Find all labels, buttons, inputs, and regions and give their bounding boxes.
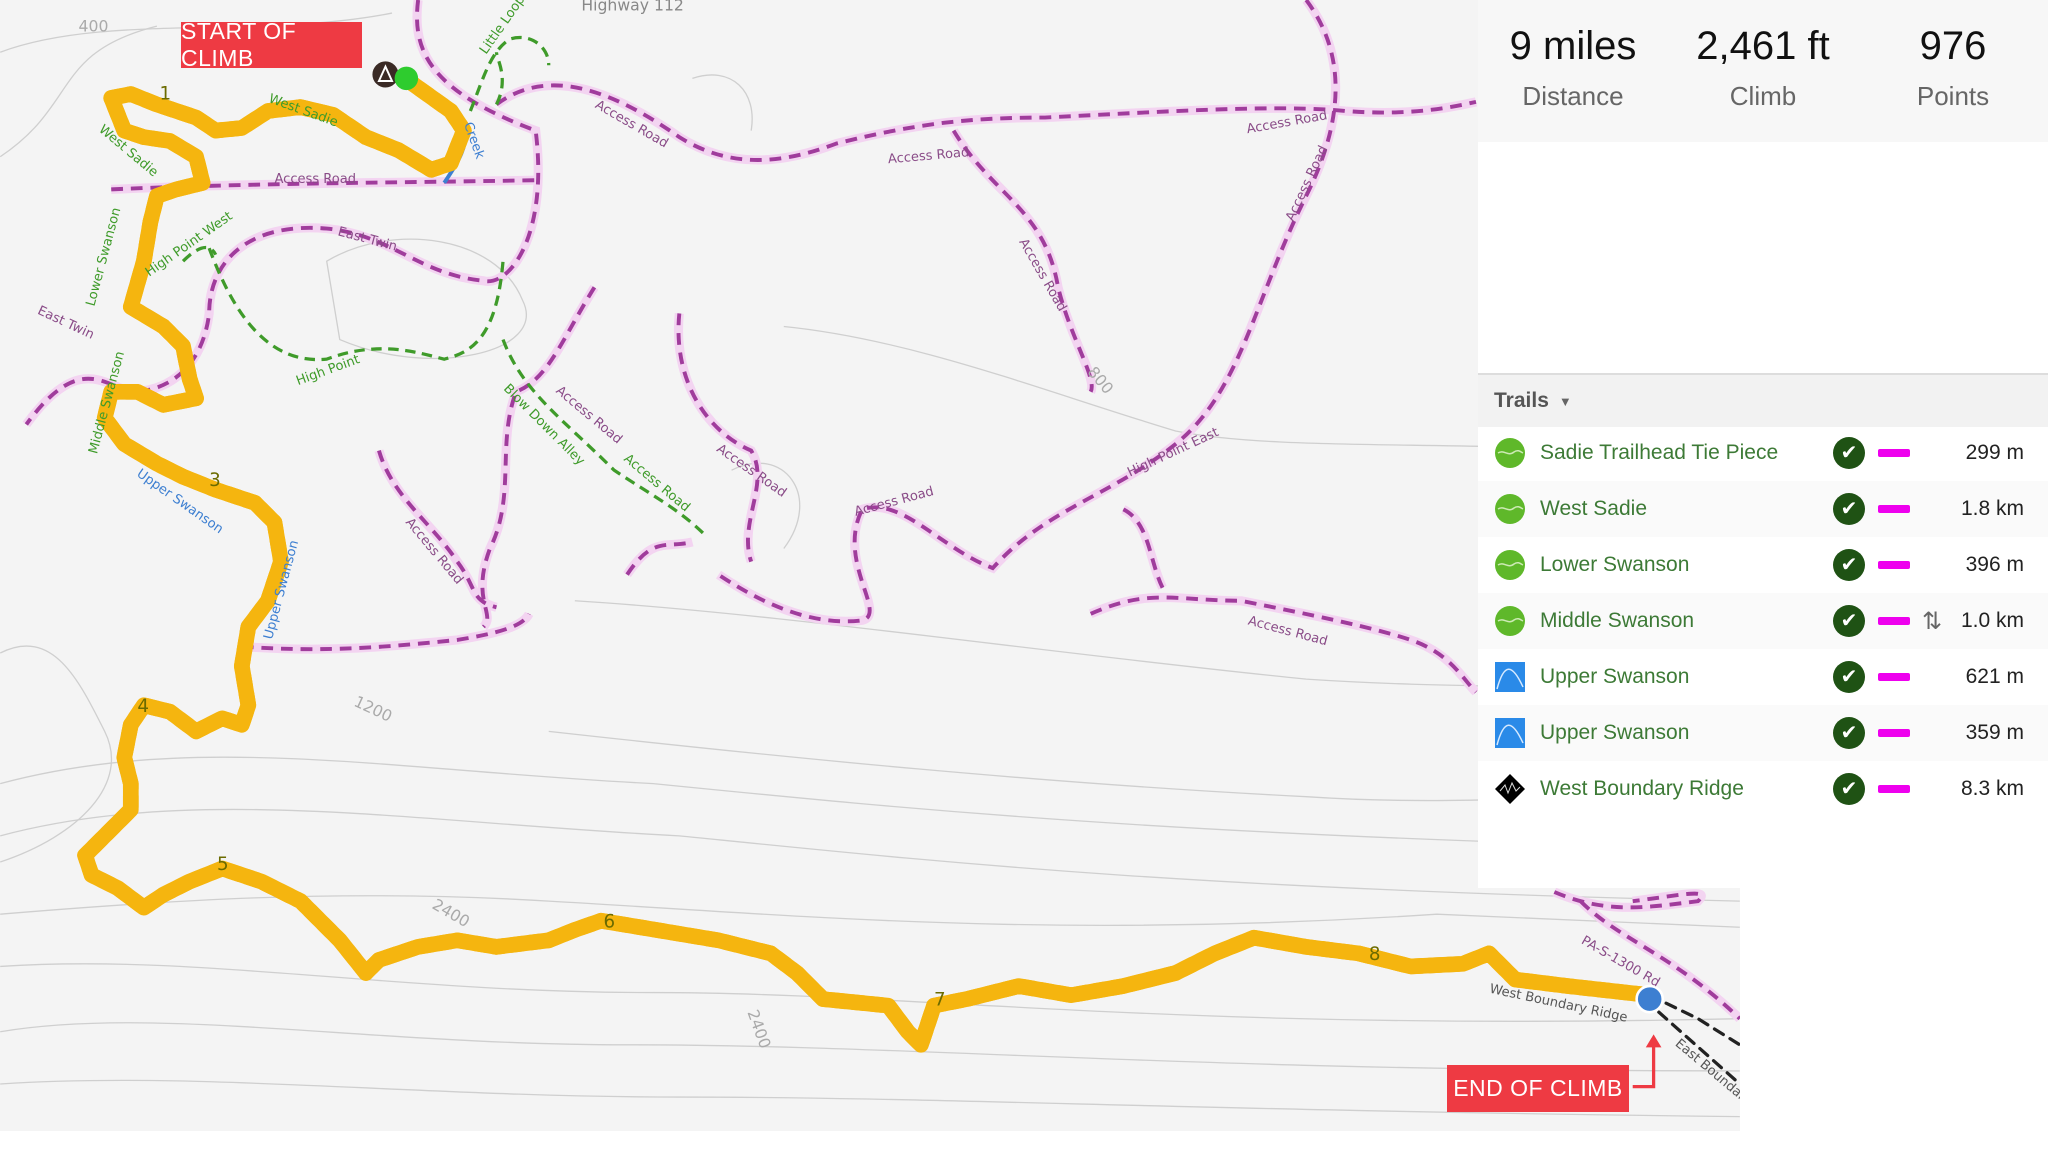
trail-length: 359 m [1965, 721, 2024, 744]
stat-points: 976 Points [1858, 0, 2048, 142]
trail-row[interactable]: Upper Swanson ✔ 621 m [1478, 649, 2048, 705]
contour-label: 2400 [429, 895, 473, 931]
black-diamond-icon [1494, 773, 1526, 805]
check-icon[interactable]: ✔ [1833, 717, 1865, 749]
trail-name[interactable]: Sadie Trailhead Tie Piece [1540, 441, 1779, 464]
mile-marker: 5 [217, 854, 229, 875]
arrow-head-icon [1645, 1034, 1662, 1048]
trailhead-icon[interactable] [372, 61, 399, 88]
trail-name[interactable]: West Boundary Ridge [1540, 777, 1744, 800]
mile-marker: 6 [604, 911, 616, 932]
map-label: Access Road [887, 145, 970, 167]
trail-color-bar [1878, 505, 1910, 513]
trail-color-bar [1878, 729, 1910, 737]
mile-marker: 4 [137, 696, 149, 717]
trail-paths [181, 35, 707, 537]
trail-color-bar [1878, 785, 1910, 793]
map-label: East Twin [35, 303, 96, 342]
trail-name[interactable]: West Sadie [1540, 497, 1647, 520]
route-stats: 9 miles Distance 2,461 ft Climb 976 Poin… [1478, 0, 2048, 142]
stat-label: Points [1916, 81, 1990, 111]
mile-markers: 1 3 4 5 6 7 8 [137, 83, 1380, 1010]
contour-labels: 400 800 1200 2400 2400 [79, 16, 1118, 1051]
trails-dropdown[interactable]: Trails ▼ [1478, 373, 2048, 427]
trail-length: 1.0 km [1960, 609, 2024, 632]
trail-length: 8.3 km [1960, 777, 2024, 800]
check-icon[interactable]: ✔ [1833, 661, 1865, 693]
trail-name[interactable]: Middle Swanson [1540, 609, 1695, 632]
check-icon[interactable]: ✔ [1833, 773, 1865, 805]
map-label: Access Road [274, 172, 356, 187]
trail-color-bar [1878, 449, 1910, 457]
blue-square-icon [1494, 661, 1526, 693]
trail-name[interactable]: Upper Swanson [1540, 721, 1690, 744]
trail-row[interactable]: Lower Swanson ✔ 396 m [1478, 537, 2048, 593]
check-icon[interactable]: ✔ [1833, 549, 1865, 581]
stat-label: Climb [1729, 81, 1797, 111]
start-point-icon[interactable] [394, 66, 419, 91]
map-label: High Point East [1125, 425, 1221, 480]
green-circle-icon [1494, 549, 1526, 581]
trail-length: 299 m [1965, 441, 2024, 464]
end-callout-arrow [1632, 1044, 1656, 1089]
trail-row[interactable]: West Boundary Ridge ✔ 8.3 km [1478, 761, 2048, 817]
map-label: Little Loop [477, 0, 528, 57]
mile-marker: 7 [934, 990, 946, 1011]
trail-row[interactable]: West Sadie ✔ 1.8 km [1478, 481, 2048, 537]
trail-row[interactable]: Upper Swanson ✔ 359 m [1478, 705, 2048, 761]
trail-row[interactable]: Sadie Trailhead Tie Piece ✔ 299 m [1478, 425, 2048, 481]
route [77, 78, 1740, 1086]
blue-square-icon [1494, 717, 1526, 749]
map-label: Highway 112 [581, 0, 684, 14]
contour-label: 400 [79, 16, 109, 35]
access-roads [26, 0, 1740, 1019]
stat-value: 2,461 ft [1696, 24, 1830, 68]
trail-length: 621 m [1965, 665, 2024, 688]
map-label: East Boundary [1672, 1036, 1740, 1109]
contour-label: 1200 [351, 692, 395, 726]
mile-marker: 1 [160, 83, 172, 104]
check-icon[interactable]: ✔ [1833, 605, 1865, 637]
end-of-climb-callout: END OF CLIMB [1447, 1065, 1629, 1112]
trail-length: 1.8 km [1960, 497, 2024, 520]
bidirectional-icon: ⇅ [1922, 607, 1943, 635]
stat-distance: 9 miles Distance [1478, 0, 1668, 142]
green-circle-icon [1494, 493, 1526, 525]
mile-marker: 3 [209, 470, 221, 491]
map-label: Access Road [1283, 143, 1331, 223]
check-icon[interactable]: ✔ [1833, 437, 1865, 469]
trail-color-bar [1878, 673, 1910, 681]
caret-down-icon: ▼ [1558, 393, 1572, 409]
trail-color-bar [1878, 561, 1910, 569]
trail-name[interactable]: Lower Swanson [1540, 553, 1690, 576]
stat-label: Distance [1522, 81, 1624, 111]
map-label: Lower Swanson [84, 206, 125, 308]
stat-climb: 2,461 ft Climb [1668, 0, 1858, 142]
contour-label: 2400 [743, 1007, 774, 1051]
route-summary-panel: 9 miles Distance 2,461 ft Climb 976 Poin… [1478, 0, 2048, 888]
trail-list: Sadie Trailhead Tie Piece ✔ 299 m West Sadi… [1478, 425, 2048, 817]
trail-length: 396 m [1965, 553, 2024, 576]
start-of-climb-callout: START OF CLIMB [181, 18, 362, 71]
green-circle-icon [1494, 437, 1526, 469]
green-circle-icon [1494, 605, 1526, 637]
map-label: East Twin [336, 224, 398, 254]
stat-value: 9 miles [1509, 24, 1637, 68]
trail-map[interactable]: Highway 112 Little Loop West Sadie West … [0, 0, 1740, 1131]
trail-row[interactable]: Middle Swanson ✔ ⇅ 1.0 km [1478, 593, 2048, 649]
end-point-icon[interactable] [1635, 984, 1665, 1014]
trails-header-label: Trails [1494, 389, 1549, 412]
trail-name[interactable]: Upper Swanson [1540, 665, 1690, 688]
stat-value: 976 [1919, 24, 1987, 68]
trail-color-bar [1878, 617, 1910, 625]
check-icon[interactable]: ✔ [1833, 493, 1865, 525]
mile-marker: 8 [1369, 944, 1381, 965]
